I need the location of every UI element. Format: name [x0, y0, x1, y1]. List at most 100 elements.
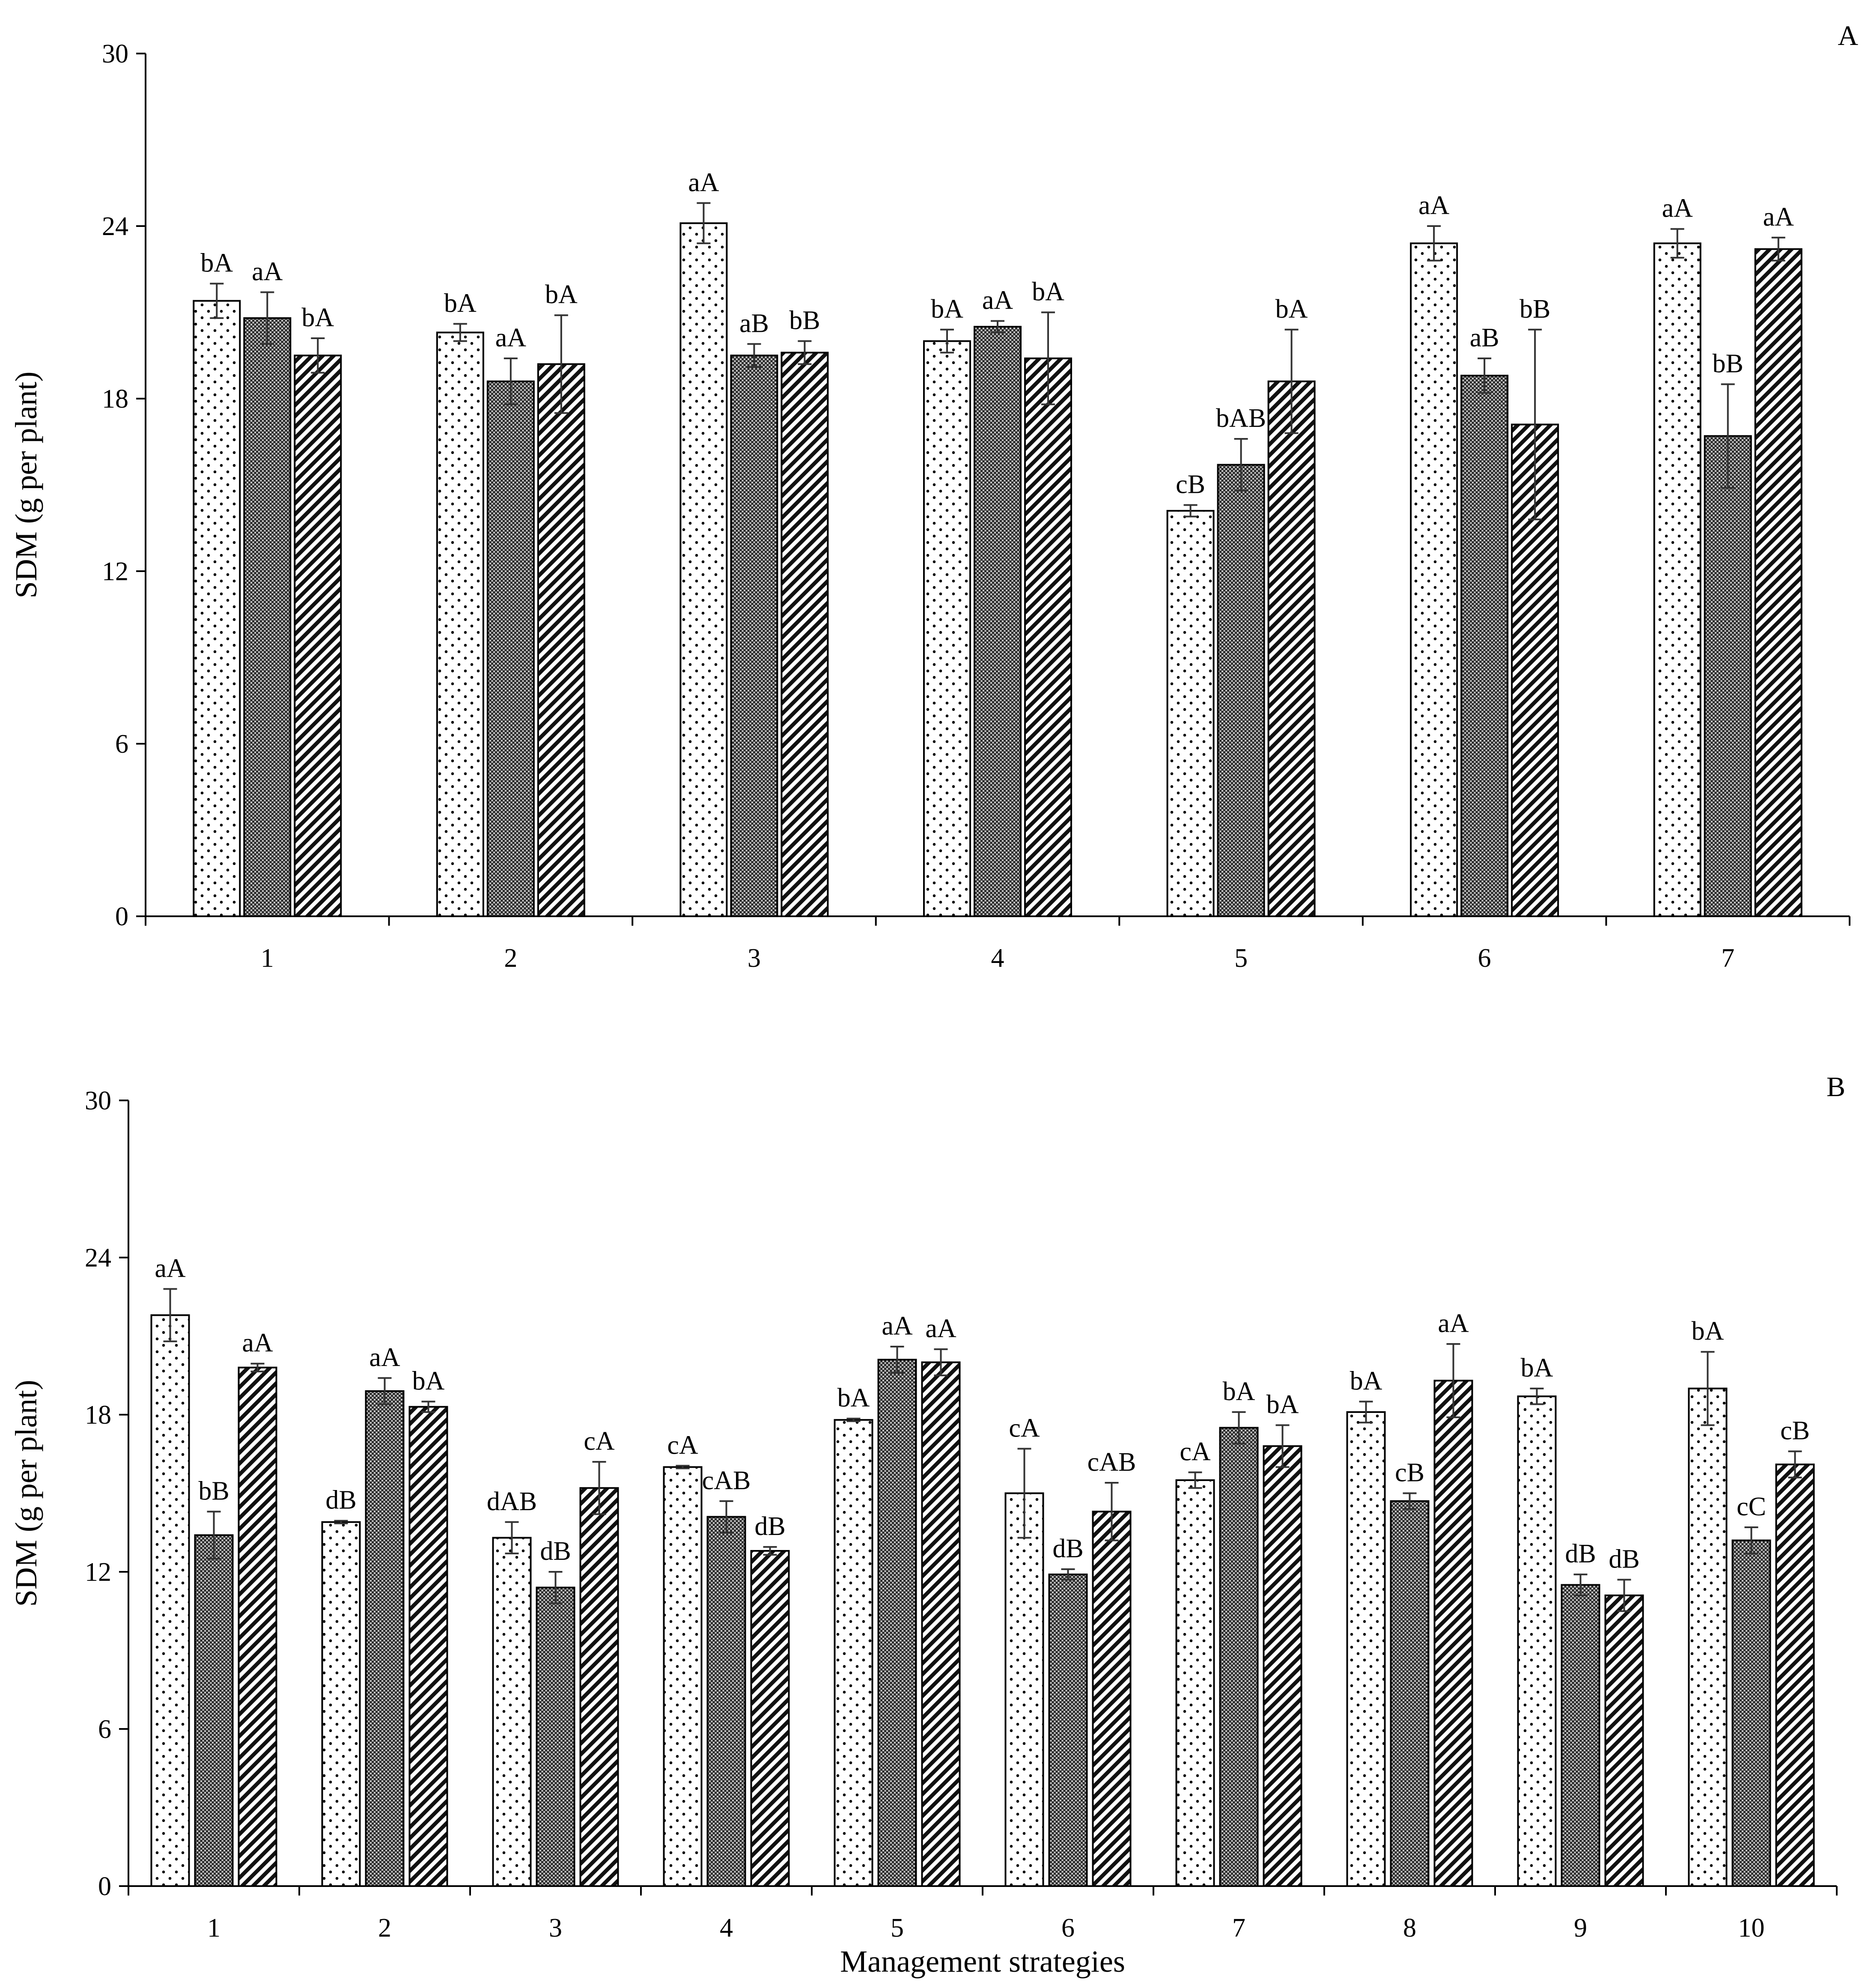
bar [1688, 1387, 1728, 1887]
bar [1004, 1492, 1044, 1887]
significance-label: dB [540, 1537, 571, 1566]
bar [436, 331, 484, 917]
significance-label: dAB [487, 1487, 537, 1516]
y-tick-label: 12 [102, 557, 128, 586]
y-tick-label: 24 [102, 212, 128, 241]
bar [408, 1406, 448, 1887]
significance-label: aA [925, 1314, 956, 1343]
significance-label: cB [1395, 1458, 1424, 1487]
significance-label: bA [1032, 277, 1064, 307]
bar [1704, 435, 1752, 917]
significance-label: bA [931, 295, 963, 324]
bar [730, 355, 778, 917]
significance-label: bB [198, 1476, 229, 1505]
bar [486, 380, 535, 918]
significance-label: aB [739, 309, 769, 338]
significance-label: dB [1565, 1539, 1596, 1568]
y-tick-label: 0 [98, 1872, 111, 1901]
significance-label: aA [1662, 194, 1693, 223]
y-tick-label: 12 [85, 1558, 111, 1587]
x-tick-label: 2 [378, 1913, 391, 1943]
bar [1754, 248, 1802, 918]
y-tick-label: 30 [102, 39, 128, 69]
y-tick-label: 30 [85, 1086, 111, 1115]
x-tick-label: 1 [261, 944, 274, 973]
bar [1390, 1500, 1430, 1887]
significance-label: cB [1780, 1416, 1810, 1446]
significance-label: dB [325, 1486, 356, 1515]
x-tick-label: 7 [1232, 1913, 1245, 1943]
bar [706, 1516, 746, 1887]
bar [1604, 1595, 1644, 1887]
bar [679, 222, 728, 917]
bar [663, 1466, 703, 1887]
x-axis-title: Management strategies [840, 1944, 1125, 1979]
significance-label: bA [444, 289, 477, 318]
bar [1775, 1463, 1815, 1887]
bar [321, 1521, 361, 1887]
bar [294, 355, 342, 917]
significance-label: bA [301, 303, 334, 332]
significance-label: bA [1350, 1366, 1382, 1395]
bar [193, 300, 241, 918]
significance-label: dB [1609, 1544, 1639, 1574]
x-tick-label: 2 [504, 944, 517, 973]
significance-label: bA [545, 280, 578, 309]
x-tick-label: 5 [891, 1913, 904, 1943]
significance-label: bB [1519, 295, 1550, 324]
bar [1410, 242, 1458, 917]
significance-label: aA [252, 257, 283, 286]
y-axis-title: SDM (g per plant) [9, 372, 43, 599]
significance-label: dB [754, 1512, 785, 1541]
significance-label: bA [200, 248, 233, 277]
bar [1175, 1479, 1215, 1887]
bar [579, 1487, 619, 1887]
significance-label: aA [495, 323, 527, 352]
bar [1433, 1380, 1473, 1887]
significance-label: aA [1438, 1309, 1469, 1338]
x-tick-label: 6 [1478, 944, 1491, 973]
bar [1219, 1427, 1259, 1887]
bar [243, 317, 292, 917]
significance-label: cA [667, 1431, 698, 1460]
significance-label: cA [1180, 1437, 1211, 1466]
bar [1267, 380, 1316, 918]
bar [974, 326, 1022, 917]
significance-label: cAB [1087, 1448, 1136, 1477]
significance-label: bA [1275, 295, 1308, 324]
significance-label: aA [155, 1254, 186, 1283]
bar [1460, 375, 1509, 917]
significance-label: aA [1763, 203, 1794, 232]
bar [194, 1534, 234, 1887]
significance-label: cC [1737, 1492, 1766, 1521]
x-tick-label: 6 [1061, 1913, 1075, 1943]
x-tick-label: 9 [1574, 1913, 1587, 1943]
x-tick-label: 4 [991, 944, 1004, 973]
y-tick-label: 6 [98, 1715, 111, 1744]
significance-label: aA [882, 1311, 913, 1341]
significance-label: bB [789, 306, 820, 335]
bar [921, 1361, 961, 1887]
significance-label: dB [1052, 1534, 1083, 1563]
significance-label: cB [1176, 470, 1205, 499]
significance-label: bA [1692, 1317, 1724, 1346]
bar [536, 1586, 575, 1887]
significance-label: bA [1266, 1390, 1299, 1419]
panel-label: A [1838, 20, 1858, 51]
significance-label: aA [1418, 191, 1450, 220]
x-tick-label: 7 [1721, 944, 1734, 973]
bar [1561, 1584, 1600, 1887]
x-tick-label: 3 [549, 1913, 562, 1943]
significance-label: aA [242, 1329, 273, 1358]
bar [1263, 1445, 1302, 1887]
significance-label: bB [1713, 349, 1743, 378]
significance-label: bA [1521, 1353, 1553, 1383]
x-tick-label: 10 [1738, 1913, 1765, 1943]
x-tick-label: 1 [207, 1913, 220, 1943]
significance-label: aA [982, 286, 1013, 315]
bar [1517, 1395, 1557, 1887]
bar [781, 352, 829, 917]
